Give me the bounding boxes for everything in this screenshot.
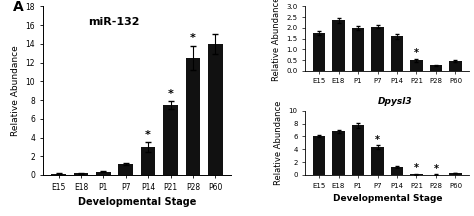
Bar: [449, 61, 462, 71]
Bar: [410, 174, 423, 175]
Bar: [208, 44, 223, 175]
Bar: [332, 131, 345, 175]
Text: *: *: [375, 135, 380, 145]
Text: A: A: [12, 0, 23, 14]
Text: Dpysl3: Dpysl3: [378, 97, 413, 105]
Text: *: *: [434, 164, 438, 174]
X-axis label: Developmental Stage: Developmental Stage: [333, 194, 442, 203]
Bar: [96, 172, 110, 175]
Text: *: *: [168, 89, 173, 99]
Bar: [449, 173, 462, 175]
Bar: [313, 33, 325, 71]
Text: miR-132: miR-132: [89, 17, 140, 27]
Bar: [391, 37, 403, 71]
Text: *: *: [145, 130, 151, 140]
Y-axis label: Relative Abundance: Relative Abundance: [272, 0, 281, 81]
Bar: [429, 65, 442, 71]
Bar: [313, 136, 325, 175]
X-axis label: Developmental Stage: Developmental Stage: [78, 197, 196, 207]
Bar: [391, 167, 403, 175]
Bar: [332, 21, 345, 71]
Text: *: *: [414, 163, 419, 173]
Y-axis label: Relative Abundance: Relative Abundance: [274, 101, 283, 185]
Text: B: B: [266, 0, 276, 1]
Text: Dnmt3a: Dnmt3a: [375, 0, 415, 1]
Text: *: *: [190, 33, 196, 43]
Bar: [371, 147, 384, 175]
Bar: [352, 28, 365, 71]
Bar: [73, 173, 88, 175]
Bar: [371, 27, 384, 71]
Bar: [141, 147, 155, 175]
Bar: [163, 105, 178, 175]
Bar: [410, 60, 423, 71]
Y-axis label: Relative Abundance: Relative Abundance: [11, 45, 20, 136]
Text: *: *: [414, 48, 419, 58]
Bar: [118, 164, 133, 175]
Bar: [51, 174, 66, 175]
Bar: [352, 125, 365, 175]
Bar: [186, 58, 200, 175]
